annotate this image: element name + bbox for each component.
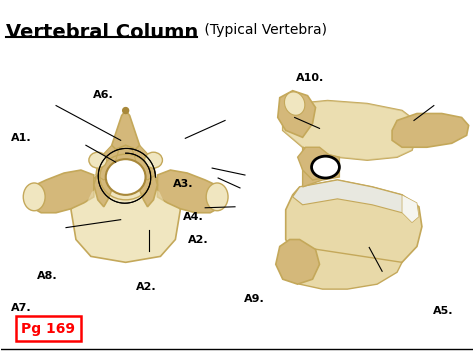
Text: A6.: A6. (93, 90, 114, 100)
Text: A1.: A1. (11, 133, 31, 143)
Ellipse shape (311, 156, 339, 178)
Text: A5.: A5. (433, 306, 453, 316)
Polygon shape (112, 111, 139, 149)
Polygon shape (276, 240, 319, 284)
Text: Pg 169: Pg 169 (21, 322, 75, 336)
Text: A7.: A7. (11, 303, 31, 313)
Polygon shape (402, 195, 419, 223)
Text: A3.: A3. (173, 179, 194, 189)
Text: A9.: A9. (244, 294, 265, 304)
Polygon shape (392, 114, 469, 147)
Ellipse shape (284, 92, 305, 115)
Text: A2.: A2. (136, 282, 156, 292)
Polygon shape (286, 180, 422, 274)
Polygon shape (292, 180, 412, 213)
Text: (Typical Vertebra): (Typical Vertebra) (200, 23, 327, 37)
Ellipse shape (123, 107, 128, 114)
Polygon shape (132, 145, 155, 180)
Polygon shape (302, 147, 339, 187)
Ellipse shape (23, 183, 45, 211)
Polygon shape (283, 246, 402, 289)
Polygon shape (94, 143, 157, 207)
Polygon shape (283, 101, 417, 160)
Ellipse shape (145, 152, 163, 168)
Polygon shape (157, 170, 225, 213)
Polygon shape (298, 147, 331, 180)
Text: A2.: A2. (188, 236, 208, 246)
Ellipse shape (206, 183, 228, 211)
Text: Vertebral Column: Vertebral Column (6, 23, 199, 42)
Text: A4.: A4. (183, 212, 203, 222)
Ellipse shape (106, 159, 146, 195)
Polygon shape (71, 173, 180, 262)
Text: A8.: A8. (36, 271, 57, 281)
Ellipse shape (89, 152, 107, 168)
Polygon shape (86, 180, 165, 251)
Text: A10.: A10. (296, 72, 324, 82)
Polygon shape (278, 91, 316, 137)
Polygon shape (96, 145, 120, 180)
Polygon shape (26, 170, 94, 213)
Polygon shape (283, 101, 417, 160)
